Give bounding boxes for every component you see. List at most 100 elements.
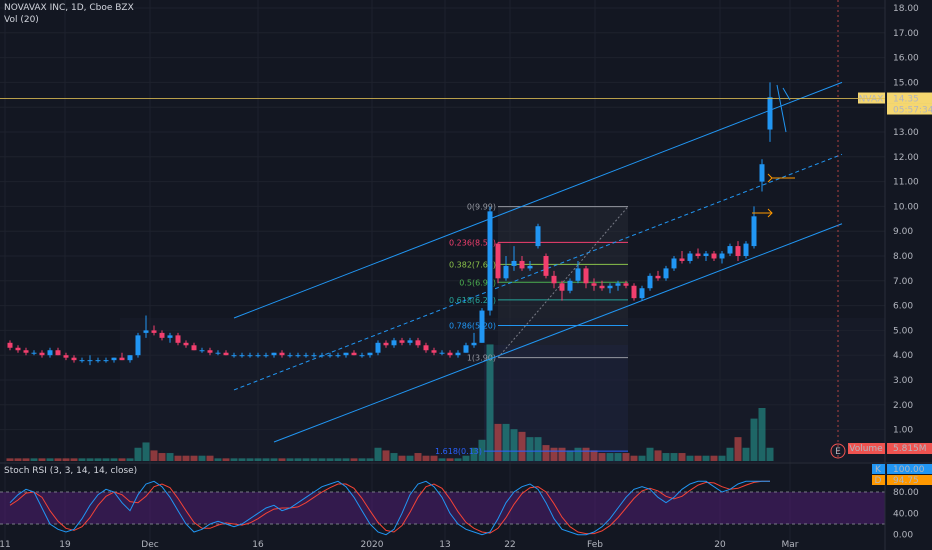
candle-body: [735, 246, 741, 256]
volume-bar: [374, 447, 382, 461]
volume-bar: [94, 458, 102, 461]
volume-label: Volume: [849, 444, 883, 454]
volume-bar: [30, 458, 38, 461]
candle-body: [31, 352, 37, 354]
candle-body: [719, 253, 725, 259]
volume-bar: [518, 431, 526, 461]
earnings-marker-circle: [830, 443, 846, 459]
candle-body: [591, 283, 597, 286]
volume-value-bg: [887, 443, 932, 454]
candle-body: [479, 310, 485, 343]
volume-bar: [318, 458, 326, 461]
volume-bar: [654, 450, 662, 461]
candlestick-series: [7, 82, 773, 366]
candle-body: [199, 350, 205, 352]
candle-body: [759, 164, 765, 182]
volume-bar: [206, 455, 214, 461]
volume-bar: [534, 437, 542, 461]
volume-bar: [478, 439, 486, 461]
stoch-k-line: [9, 480, 770, 536]
k-value: 100.00: [893, 465, 925, 475]
price-tick-label: 18.00: [893, 4, 919, 14]
volume-label-bg: [848, 443, 885, 454]
candle-body: [263, 355, 269, 357]
price-tick-label: 9.00: [893, 227, 913, 237]
fib-level-label: 0.382(7.66): [449, 260, 496, 269]
volume-bar: [614, 453, 622, 461]
candle-body: [407, 340, 413, 343]
candle-body: [279, 352, 285, 356]
candle-body: [103, 360, 109, 362]
candle-body: [127, 355, 133, 361]
annotations: E: [0, 0, 885, 460]
candle-body: [655, 275, 661, 279]
volume-bar: [502, 423, 510, 461]
volume-bar: [726, 447, 734, 461]
candle-body: [599, 285, 605, 289]
candle-body: [607, 285, 613, 289]
price-tick-label: 5.00: [893, 326, 913, 336]
fib-level-label: 0.618(6.23): [449, 296, 496, 305]
volume-bar: [430, 455, 438, 461]
candle-body: [647, 275, 653, 289]
fib-level-label: 0.5(6.94): [459, 278, 496, 287]
volume-bar: [198, 455, 206, 461]
volume-bar: [350, 458, 358, 461]
last-price-value: 14.35: [893, 95, 919, 105]
date-tick-label: 20: [714, 540, 726, 550]
parallel-channel[interactable]: [233, 81, 843, 443]
volume-bar: [158, 453, 166, 461]
volume-bar: [102, 458, 110, 461]
volume-bar: [214, 458, 222, 461]
candle-body: [559, 283, 565, 291]
fib-level-label: 0.786(5.20): [449, 321, 496, 330]
volume-bar: [390, 453, 398, 461]
candle-body: [543, 256, 549, 276]
volume-bar: [174, 455, 182, 461]
volume-bar: [702, 455, 710, 461]
candle-body: [567, 280, 573, 291]
fib-retracement[interactable]: 0(9.99) 0.236(8.55) 0.382(7.66) 0.5(6.94) 0.…: [435, 203, 628, 457]
k-label: K: [875, 465, 882, 475]
candle-body: [583, 268, 589, 284]
candle-body: [247, 355, 253, 357]
volume-bar: [406, 455, 414, 461]
fib-level-label: 1(3.90): [467, 354, 496, 363]
candle-body: [487, 211, 493, 311]
candle-body: [159, 332, 165, 338]
date-tick-label: Feb: [587, 540, 603, 550]
candle-body: [399, 340, 405, 343]
channel-lower-line: [273, 223, 843, 443]
candle-body: [551, 275, 557, 284]
volume-bar: [766, 447, 774, 461]
volume-bar: [446, 458, 454, 461]
candle-body: [311, 355, 317, 357]
volume-bar: [222, 458, 230, 461]
volume-bars: [6, 344, 774, 461]
candle-body: [623, 283, 629, 286]
volume-bar: [718, 455, 726, 461]
candle-body: [391, 340, 397, 346]
candle-body: [447, 352, 453, 356]
volume-bar: [686, 455, 694, 461]
candle-body: [503, 265, 509, 279]
candle-body: [151, 330, 157, 333]
candle-body: [455, 352, 461, 356]
volume-bar: [54, 458, 62, 461]
candle-body: [335, 355, 341, 357]
candle-body: [439, 352, 445, 354]
volume-bar: [662, 453, 670, 461]
volume-value: 5.815M: [893, 444, 927, 454]
volume-bar: [286, 458, 294, 461]
candle-body: [95, 360, 101, 362]
candle-body: [7, 342, 13, 348]
volume-bar: [62, 458, 70, 461]
candle-body: [751, 216, 757, 247]
date-tick-label: Dec: [141, 540, 158, 550]
volume-bar: [542, 445, 550, 461]
candle-body: [415, 340, 421, 346]
volume-bar: [262, 458, 270, 461]
fib-level-label: 0.236(8.55): [449, 238, 496, 247]
